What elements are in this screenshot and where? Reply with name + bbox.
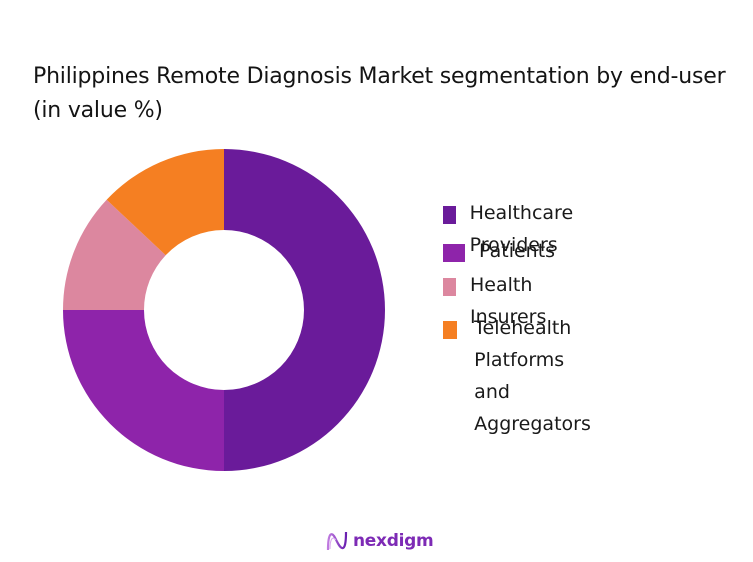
legend-item-health-insurers: Health Insurers [443, 273, 555, 333]
donut-slice-telehealth-platforms-and-aggregators [106, 149, 224, 256]
legend-label: Telehealth Platforms and Aggregators [474, 317, 591, 435]
legend-label: Healthcare Providers [469, 202, 574, 256]
legend-swatch [443, 206, 456, 224]
wave-n-logo-icon [326, 531, 348, 551]
donut-slice-healthcare-providers [224, 149, 385, 471]
legend-label: Patients [479, 240, 556, 262]
donut-slice-health-insurers [63, 199, 166, 310]
legend-item-patients: Patients [443, 239, 555, 267]
legend-item-healthcare-providers: Healthcare Providers [443, 201, 583, 261]
legend-label: Health Insurers [469, 274, 547, 328]
chart-title: Philippines Remote Diagnosis Market segm… [33, 64, 726, 123]
legend-swatch [443, 321, 458, 339]
donut-slice-patients [63, 310, 224, 471]
legend-swatch [443, 278, 456, 296]
logo-text: nexdigm [353, 531, 434, 551]
legend-item-telehealth-platforms: Telehealth Platforms and Aggregators [443, 316, 599, 440]
legend-swatch [443, 244, 465, 262]
nexdigm-logo: nexdigm [326, 530, 434, 552]
